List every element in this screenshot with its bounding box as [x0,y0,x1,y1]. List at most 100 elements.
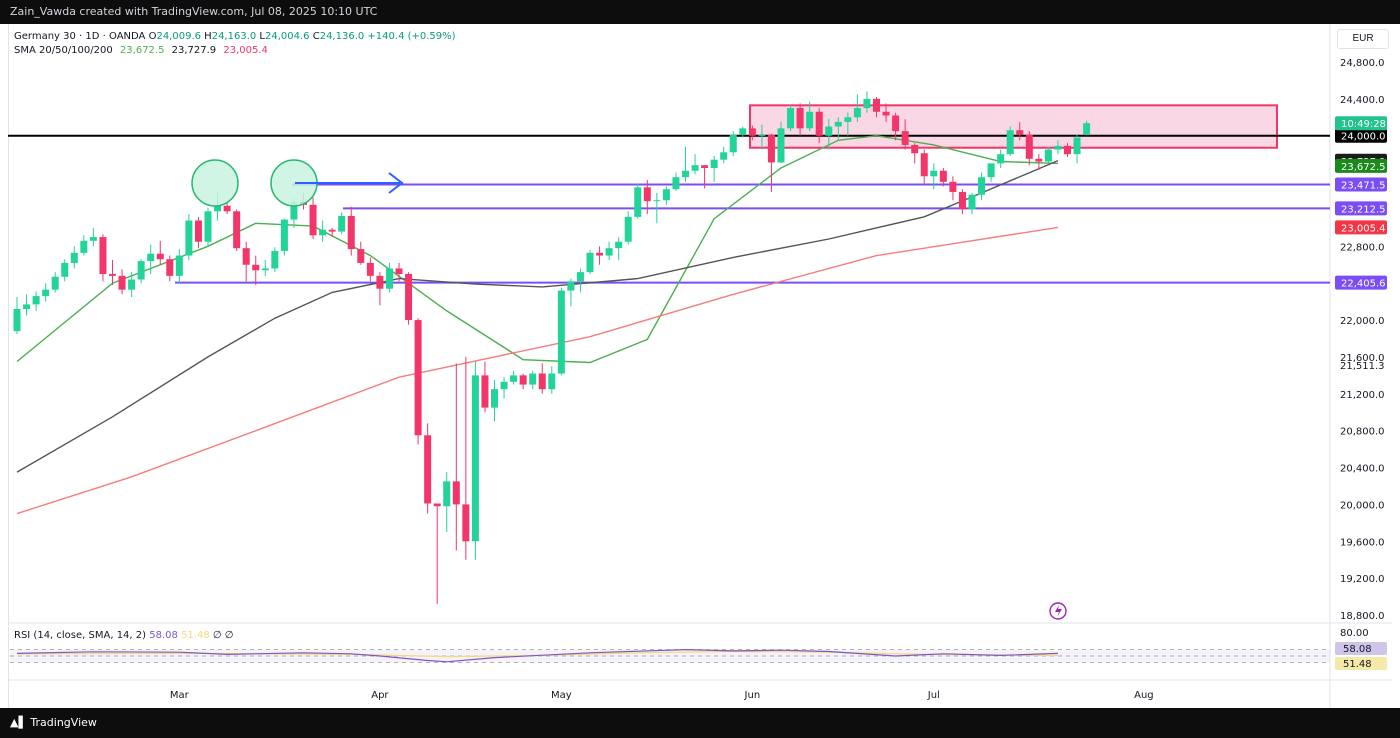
rsi-label: RSI (14, close, SMA, 14, 2) [14,630,147,641]
x-tick-label: Aug [1134,690,1154,701]
candle-body [357,249,365,263]
candle-body [147,253,155,262]
candle-body [825,126,833,136]
candle-body [51,276,59,290]
candle-body [548,373,556,390]
candle-body [634,187,642,217]
y-tick-label: 19,600.0 [1340,537,1385,548]
candle-body [863,98,871,109]
candle-body [653,200,661,202]
rsi-value-tag [1335,642,1387,655]
candle-body [70,252,78,263]
price-tag-bg [1335,220,1387,235]
price-tag-bg [1335,116,1387,131]
low-label: L [259,31,265,42]
candle-body [424,435,432,504]
rsi-sma-line [16,650,1059,658]
rsi-legend: RSI (14, close, SMA, 14, 2) 58.08 51.48 … [14,630,234,641]
high-value: 24,163.0 [211,31,257,42]
currency-button[interactable]: EUR [1337,29,1389,49]
candle-body [328,229,336,232]
candle-body [319,229,327,236]
x-tick-label: May [551,690,572,701]
candle-body [42,289,50,297]
y-tick-label: 20,000.0 [1340,500,1385,511]
highlight-circle [191,159,239,207]
chart-frame[interactable] [8,24,1393,708]
candle-body [1006,130,1014,155]
open-value: 24,009.6 [156,31,201,42]
candle-body [118,275,126,290]
sma-row: SMA 20/50/100/200 23,672.5 23,727.9 23,0… [14,44,456,58]
candle-body [214,205,222,212]
price-tag-label: 23,212.5 [1341,204,1386,215]
candle-body [939,170,947,182]
rsi-empty-a: ∅ [212,630,222,641]
candle-body [920,153,928,177]
y-tick-label: 24,400.0 [1340,95,1385,106]
rsi-sma-value: 51.48 [1343,659,1372,670]
candle-body [23,304,31,310]
price-tag-bg [1335,177,1387,192]
candle-body [815,111,823,136]
candle-body [834,121,842,127]
candle-body [605,248,613,256]
price-tag-label: 10:49:28 [1341,119,1386,130]
candle-body [385,268,393,289]
sma-label: SMA 20/50/100/200 [14,45,113,56]
top-credit-bar: Zain_Vawda created with TradingView.com,… [0,0,1400,24]
lightning-glyph [1055,605,1062,617]
price-tag-label: 23,471.5 [1341,180,1386,191]
candle-body [252,264,260,271]
candle-body [978,177,986,195]
candle-body [1054,145,1062,150]
candle-body [137,261,145,280]
rsi-band [10,649,1330,663]
candle-body [194,220,202,242]
sma100-value: 23,005.4 [223,45,268,56]
candle-body [710,159,718,168]
candle-body [347,215,355,250]
candle-body [156,253,164,260]
candle-body [892,115,900,132]
candle-body [242,248,250,265]
candle-body [510,375,518,382]
candle-body [596,252,604,256]
tradingview-logo[interactable]: ▲▌ TradingView [10,716,97,729]
candle-body [901,131,909,145]
rsi-value-label: 58.08 [149,630,178,641]
y-tick-label: 21,200.0 [1340,390,1385,401]
y-tick-label: 19,200.0 [1340,574,1385,585]
candle-body [309,204,317,236]
candle-body [405,273,413,321]
price-tag-label: 24,000.0 [1341,132,1386,143]
candle-body [720,152,728,160]
candle-body [443,481,451,507]
chart-legend: Germany 30 · 1D · OANDA O24,009.6 H24,16… [14,30,456,58]
candle-body [576,272,584,282]
candle-body [672,177,680,190]
candle-body [701,165,709,168]
candle-body [796,108,804,129]
candle-body [433,503,441,507]
x-tick-label: Mar [170,690,190,701]
price-tag-bg [1335,128,1387,143]
candle-body [853,108,861,118]
candles-group [13,91,1091,604]
candle-body [729,134,737,153]
y-tick-label: 21,600.0 [1340,353,1385,364]
candle-body [1073,137,1081,155]
candle-body [1035,158,1043,162]
candle-body [128,279,136,290]
candle-body [1083,123,1091,135]
rsi-line [16,648,1059,663]
candle-body [691,165,699,171]
candle-body [758,134,766,136]
candle-body [557,290,565,374]
candle-body [271,250,279,269]
close-label: C [312,31,320,42]
sma50-value: 23,727.9 [171,45,217,56]
candle-body [767,134,775,163]
symbol-label: Germany 30 · 1D · OANDA [14,31,146,42]
